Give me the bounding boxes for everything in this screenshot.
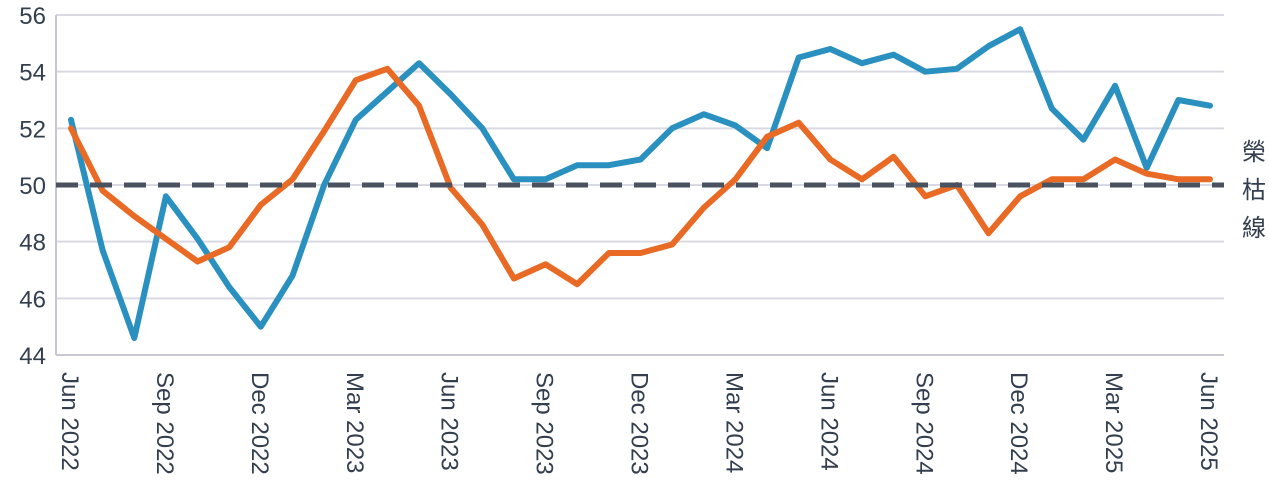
y-tick-label-52: 52 (19, 116, 46, 143)
x-tick-label: Sep 2023 (531, 372, 558, 475)
y-tick-label-48: 48 (19, 230, 46, 257)
x-tick-label: Mar 2025 (1100, 372, 1127, 473)
y-tick-label-50: 50 (19, 173, 46, 200)
y-tick-label-54: 54 (19, 60, 46, 87)
x-axis: Jun 2022 Sep 2022 Dec 2022 Mar 2023 Jun 2023… (56, 354, 1224, 475)
x-tick-label: Jun 2024 (815, 372, 842, 471)
series-lines (68, 26, 1213, 341)
series-line-1 (68, 26, 1213, 341)
reference-line-group: 榮枯線 (56, 138, 1266, 242)
reference-line-label-char: 枯 (1242, 176, 1266, 204)
x-tick-label: Jun 2023 (436, 372, 463, 471)
x-tick-label: Jun 2022 (56, 372, 83, 471)
series-line-2 (68, 65, 1213, 288)
y-tick-label-56: 56 (19, 3, 46, 30)
x-tick-label: Sep 2022 (151, 372, 178, 475)
x-tick-label: Jun 2025 (1195, 372, 1222, 471)
reference-line-label-char: 線 (1242, 214, 1266, 242)
x-tick-label: Dec 2024 (1005, 372, 1032, 475)
x-tick-label: Dec 2022 (246, 372, 273, 475)
reference-line-label-char: 榮 (1242, 138, 1266, 166)
reference-line-label: 榮枯線 (1242, 138, 1266, 242)
y-tick-label-46: 46 (19, 286, 46, 313)
x-tick-label: Sep 2024 (910, 372, 937, 475)
y-tick-label-44: 44 (19, 343, 46, 370)
x-tick-label: Dec 2023 (626, 372, 653, 475)
y-axis: 44 46 48 50 52 54 56 (19, 3, 57, 370)
x-tick-label: Mar 2024 (720, 372, 747, 473)
x-tick-label: Mar 2023 (341, 372, 368, 473)
